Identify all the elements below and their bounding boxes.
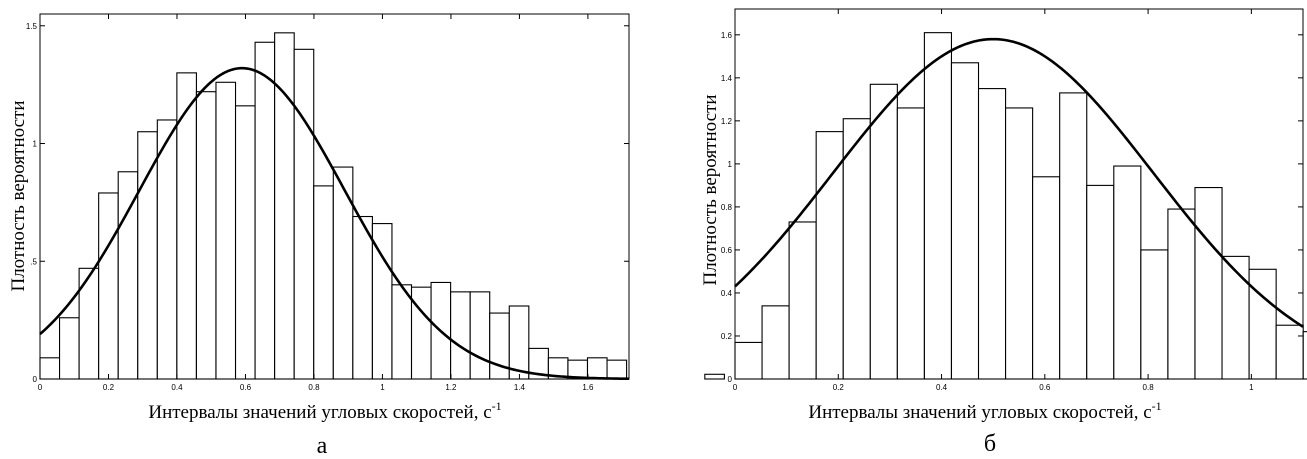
histogram-bar — [195, 91, 217, 380]
histogram-bar — [352, 215, 373, 380]
histogram-bar — [215, 81, 237, 380]
bars-b — [734, 32, 1307, 380]
y-axis-label-b: Плотность вероятности — [700, 94, 721, 285]
histogram-bar — [254, 41, 276, 380]
ticks-a: 0 0.2 0.4 0.6 0.8 1 1.2 1.4 1.6 0 .5 1 1.5 — [26, 14, 629, 392]
histogram-bar — [117, 171, 139, 380]
y-tick-label: .5 — [30, 257, 37, 266]
histogram-panel-b: 0 0.2 0.4 0.6 0.8 1 0 0.2 0.4 0.6 0.8 1 1.2 1.4 1.6 Пл… — [700, 8, 1307, 457]
y-tick-label: 0.2 — [721, 332, 733, 341]
x-tick-label: 1 — [1249, 383, 1254, 392]
x-axis-label-a-text: Интервалы значений угловых скоростей, с — [148, 402, 491, 423]
histogram-bar — [606, 359, 628, 380]
histogram-bar — [58, 317, 80, 380]
histogram-bar — [1140, 249, 1169, 380]
histogram-panel-a: 0 0.2 0.4 0.6 0.8 1 1.2 1.4 1.6 0 .5 1 1.5 Плотность… — [8, 13, 725, 459]
x-tick-label: 0.6 — [240, 383, 252, 392]
histogram-bar — [1059, 92, 1088, 380]
histogram-bar — [313, 185, 334, 380]
x-axis-label-b: Интервалы значений угловых скоростей, с-… — [808, 399, 1161, 423]
x-tick-label: 1.4 — [514, 383, 526, 392]
histogram-bar — [923, 32, 953, 380]
histogram-bar — [704, 373, 725, 380]
y-tick-label: 1.2 — [721, 117, 733, 126]
histogram-bar — [842, 118, 871, 380]
x-tick-label: 0.2 — [833, 383, 845, 392]
histogram-bar — [1248, 268, 1277, 380]
histogram-bar — [950, 62, 980, 380]
histogram-bar — [469, 291, 491, 380]
histogram-bar — [1167, 208, 1196, 380]
histogram-bar — [761, 305, 790, 380]
histogram-bar — [815, 131, 844, 380]
y-tick-label: 0.8 — [721, 203, 733, 212]
bars-a — [39, 32, 725, 380]
histogram-bar — [1086, 184, 1115, 380]
histogram-bar — [1032, 176, 1061, 380]
y-tick-label: 1.6 — [721, 31, 733, 40]
x-tick-label: 0.8 — [308, 383, 320, 392]
histogram-bar — [234, 105, 256, 380]
histogram-bar — [734, 341, 763, 380]
y-tick-label: 1.5 — [26, 22, 38, 31]
x-tick-label: 0.8 — [1143, 383, 1155, 392]
x-tick-label: 1.6 — [582, 383, 594, 392]
x-tick-label: 0 — [38, 383, 43, 392]
y-tick-label: 0.4 — [721, 289, 733, 298]
histogram-bar — [586, 357, 608, 380]
histogram-bar — [788, 221, 817, 380]
histogram-bar — [489, 312, 510, 380]
histogram-bar — [896, 107, 925, 380]
y-tick-label: 0 — [728, 375, 733, 384]
x-tick-label: 0.4 — [171, 383, 183, 392]
histogram-bar — [977, 88, 1007, 380]
histogram-bar — [1302, 331, 1307, 380]
x-tick-label: 1.2 — [445, 383, 457, 392]
histogram-bar — [1113, 165, 1142, 380]
histogram-bar — [1221, 255, 1250, 380]
density-curve-b — [734, 37, 1304, 328]
histogram-bar — [1275, 324, 1304, 380]
x-tick-label: 0.2 — [103, 383, 115, 392]
histogram-bar — [1194, 187, 1223, 380]
y-tick-label: 0.6 — [721, 246, 733, 255]
x-tick-label: 1 — [380, 383, 385, 392]
y-axis-label-a: Плотность вероятности — [8, 100, 29, 291]
x-tick-label: 0 — [733, 383, 738, 392]
histogram-bar — [450, 291, 471, 380]
y-tick-label: 1.4 — [721, 74, 733, 83]
y-tick-label: 0 — [33, 375, 38, 384]
x-tick-label: 0.4 — [936, 383, 948, 392]
histogram-bar — [156, 119, 178, 380]
histogram-bar — [1005, 107, 1034, 380]
histogram-bar — [869, 83, 898, 380]
x-tick-label: 0.6 — [1039, 383, 1051, 392]
y-tick-label: 1 — [728, 160, 733, 169]
histogram-bar — [98, 192, 119, 380]
histogram-bar — [39, 357, 61, 380]
y-tick-label: 1 — [33, 140, 38, 149]
density-curve-a — [39, 66, 630, 381]
x-axis-label-a: Интервалы значений угловых скоростей, с-… — [148, 399, 501, 423]
histogram-bar — [137, 131, 158, 380]
panel-label-a: а — [317, 433, 328, 459]
x-axis-label-a-sup: -1 — [492, 399, 502, 413]
histogram-bar — [293, 48, 315, 380]
ticks-b: 0 0.2 0.4 0.6 0.8 1 0 0.2 0.4 0.6 0.8 1 1.2 1.4 1.6 — [721, 9, 1303, 392]
histogram-bar — [391, 284, 413, 380]
x-axis-label-b-text: Интервалы значений угловых скоростей, с — [808, 402, 1151, 423]
x-axis-label-b-sup: -1 — [1152, 399, 1162, 413]
panel-label-b: б — [984, 431, 996, 457]
